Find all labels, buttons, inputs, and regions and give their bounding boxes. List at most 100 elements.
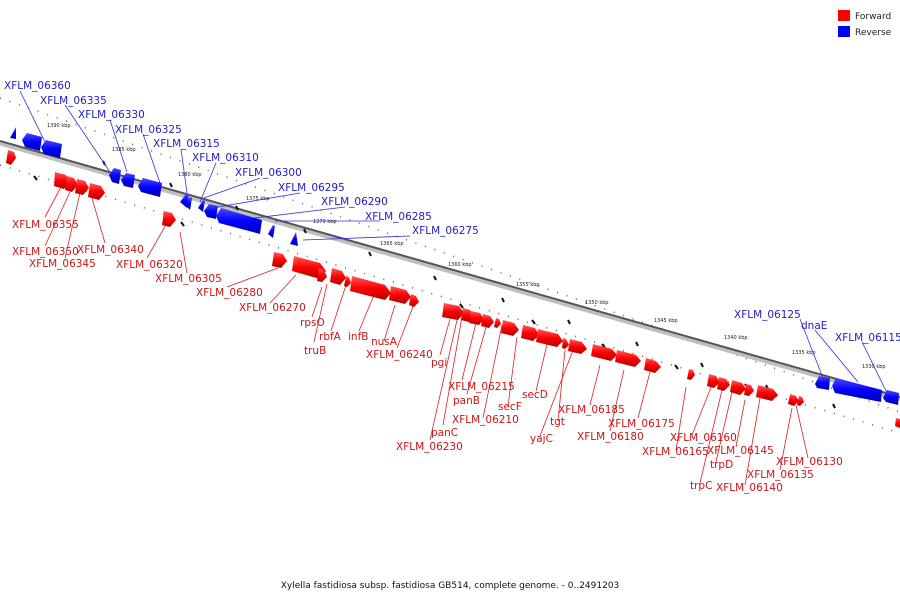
- gene-arrow-forward: [644, 358, 661, 373]
- gene-label[interactable]: infB: [348, 331, 368, 343]
- gene-arrow-reverse: [138, 178, 162, 197]
- gene-label[interactable]: XFLM_06210: [452, 414, 519, 426]
- gene-label[interactable]: XFLM_06290: [321, 196, 388, 208]
- gene-label[interactable]: XFLM_06330: [78, 109, 145, 121]
- gene-label[interactable]: XFLM_06215: [448, 381, 515, 393]
- gene-label[interactable]: XFLM_06130: [776, 456, 843, 468]
- gene-label[interactable]: XFLM_06135: [747, 469, 814, 481]
- tick-label: 1335 kbp: [792, 350, 816, 356]
- legend-forward-label: Forward: [855, 12, 891, 22]
- gene-arrow-forward: [788, 394, 799, 406]
- gene-label[interactable]: XFLM_06180: [577, 431, 644, 443]
- tick-label: 1345 kbp: [654, 318, 678, 324]
- gene-label[interactable]: secF: [498, 401, 522, 413]
- gene-arrow-forward: [481, 314, 494, 328]
- gene-label[interactable]: XFLM_06345: [29, 258, 96, 270]
- gene-label[interactable]: XFLM_06165: [642, 446, 709, 458]
- reverse-gene-labels: XFLM_06360 XFLM_06335 XFLM_06330 XFLM_06…: [4, 80, 900, 344]
- gene-arrow-forward: [536, 329, 563, 347]
- gene-label[interactable]: pgi: [431, 357, 447, 369]
- tick-label: 1340 kbp: [724, 335, 748, 341]
- gene-label[interactable]: trpC: [690, 480, 712, 492]
- gene-arrow-forward: [330, 268, 346, 285]
- gene-label[interactable]: XFLM_06355: [12, 219, 79, 231]
- gene-label[interactable]: XFLM_06270: [239, 302, 306, 314]
- gene-label[interactable]: XFLM_06295: [278, 182, 345, 194]
- gene-label[interactable]: nusA: [371, 336, 398, 348]
- gene-label[interactable]: XFLM_06340: [77, 244, 144, 256]
- gene-arrow-forward: [730, 380, 746, 395]
- reverse-genes: [10, 127, 899, 405]
- gene-arrow-reverse: [815, 376, 830, 390]
- gene-arrow-reverse: [10, 127, 16, 139]
- gene-arrow-forward: [895, 418, 900, 428]
- gene-label[interactable]: XFLM_06325: [115, 124, 182, 136]
- gene-arrow-forward: [350, 276, 391, 300]
- genome-caption: Xylella fastidiosa subsp. fastidiosa GB5…: [281, 581, 620, 591]
- gene-arrow-forward: [409, 294, 419, 307]
- gene-arrow-forward: [344, 276, 351, 287]
- gene-arrow-forward: [707, 374, 720, 388]
- gene-label[interactable]: XFLM_06140: [716, 482, 783, 494]
- tick-label: 1350 kbp: [585, 300, 609, 306]
- gene-label[interactable]: rpsO: [300, 317, 325, 329]
- tick-label: 1355 kbp: [516, 282, 540, 288]
- legend-reverse-swatch: [838, 26, 850, 37]
- gene-label[interactable]: XFLM_06240: [366, 349, 433, 361]
- gene-label[interactable]: rbfA: [319, 331, 342, 343]
- gene-label[interactable]: trpD: [710, 459, 733, 471]
- gene-arrow-forward: [75, 179, 89, 195]
- gene-label[interactable]: XFLM_06335: [40, 95, 107, 107]
- gene-label[interactable]: truB: [304, 345, 326, 357]
- gene-arrow-forward: [717, 377, 730, 391]
- gene-arrow-reverse: [204, 204, 218, 219]
- gene-label[interactable]: XFLM_06160: [670, 432, 737, 444]
- gene-label[interactable]: XFLM_06125: [734, 309, 801, 321]
- gene-arrow-forward: [687, 369, 695, 380]
- gene-label[interactable]: XFLM_06320: [116, 259, 183, 271]
- gene-label[interactable]: XFLM_06310: [192, 152, 259, 164]
- gene-arrow-forward: [442, 303, 464, 320]
- gene-label[interactable]: secD: [522, 389, 548, 401]
- gene-label[interactable]: XFLM_06300: [235, 167, 302, 179]
- gene-arrow-forward: [88, 183, 105, 200]
- gene-arrow-forward: [65, 176, 78, 192]
- gene-arrow-forward: [272, 252, 287, 268]
- gene-arrow-forward: [162, 211, 176, 227]
- gene-label[interactable]: XFLM_06305: [155, 273, 222, 285]
- gene-label[interactable]: panC: [431, 427, 458, 439]
- gene-arrow-forward: [494, 318, 501, 328]
- gene-arrow-forward: [389, 286, 411, 304]
- gene-label[interactable]: XFLM_06145: [707, 445, 774, 457]
- gene-arrow-reverse: [883, 390, 899, 405]
- gene-label[interactable]: XFLM_06275: [412, 225, 479, 237]
- gene-arrow-reverse: [41, 140, 62, 158]
- gene-label[interactable]: XFLM_06115: [835, 332, 900, 344]
- gene-arrow-forward: [6, 150, 16, 165]
- gene-label[interactable]: XFLM_06285: [365, 211, 432, 223]
- legend-forward-swatch: [838, 10, 850, 21]
- gene-label[interactable]: XFLM_06350: [12, 246, 79, 258]
- gene-arrow-forward: [521, 325, 539, 341]
- reverse-leader-lines: [19, 90, 889, 396]
- gene-label[interactable]: tgt: [550, 416, 565, 428]
- tick-label: 1380 kbp: [178, 172, 202, 178]
- gene-arrow-forward: [292, 256, 326, 279]
- gene-label[interactable]: XFLM_06280: [196, 287, 263, 299]
- gene-arrow-reverse: [832, 378, 882, 402]
- gene-label[interactable]: XFLM_06360: [4, 80, 71, 92]
- legend-reverse-label: Reverse: [855, 28, 892, 38]
- tick-label: 1370 kbp: [313, 219, 337, 225]
- gene-label[interactable]: panB: [453, 395, 480, 407]
- gene-label[interactable]: XFLM_06185: [558, 404, 625, 416]
- tick-label: 1330 kbp: [862, 364, 886, 370]
- gene-label[interactable]: yajC: [530, 433, 553, 445]
- gene-label[interactable]: XFLM_06230: [396, 441, 463, 453]
- gene-label[interactable]: dnaE: [801, 320, 827, 332]
- gene-arrow-forward: [797, 396, 804, 406]
- gene-arrow-reverse: [22, 133, 42, 151]
- forward-genes: [6, 150, 900, 428]
- gene-label[interactable]: XFLM_06315: [153, 138, 220, 150]
- gene-label[interactable]: XFLM_06175: [608, 418, 675, 430]
- gene-arrow-reverse: [268, 225, 275, 238]
